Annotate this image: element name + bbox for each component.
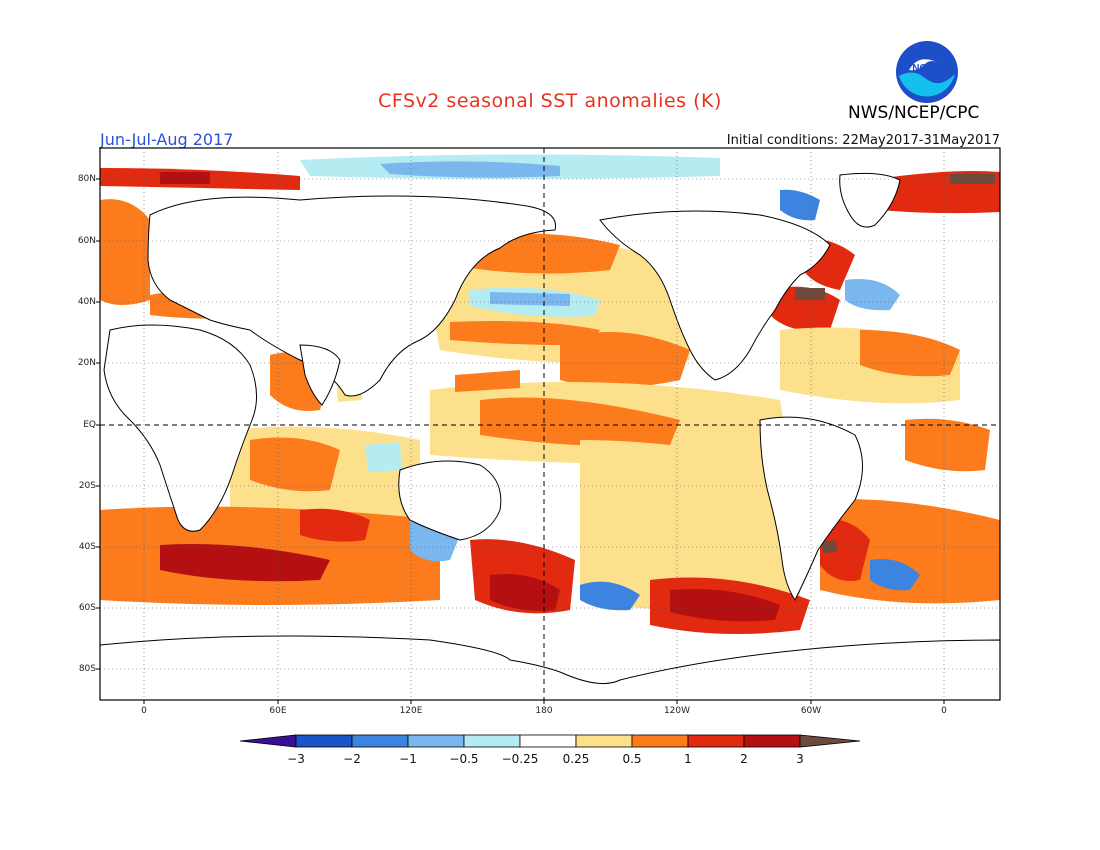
noaa-logo: NOAA: [896, 41, 958, 103]
np-warm-band: [450, 321, 600, 346]
ne-pacific-warm: [560, 332, 690, 388]
chart-title: CFSv2 seasonal SST anomalies (K): [378, 90, 722, 112]
logo-wave: [899, 72, 955, 97]
arctic-cold-core: [380, 161, 560, 178]
south-atlantic-cold: [870, 559, 920, 591]
south-pacific-mild: [580, 440, 800, 610]
colorbar-label-2: 2: [740, 752, 748, 766]
lat-tick-60n: 60N: [77, 236, 96, 246]
colorbar-label-minus-0-5: −0.5: [449, 752, 479, 766]
graticule: [100, 148, 1000, 700]
sw-atlantic-warm: [820, 499, 1000, 604]
eurasia-landmass: [147, 195, 557, 397]
brazil-extreme: [822, 540, 837, 553]
colorbar-label-minus-2: −2: [343, 752, 361, 766]
australia-landmass: [398, 460, 502, 541]
colorbar-label-3: 3: [796, 752, 804, 766]
colorbar-label-minus-0-25: −0.25: [501, 752, 539, 766]
hudson-cold: [780, 189, 820, 221]
tropical-pacific-warm: [480, 397, 680, 447]
colorbar-label-minus-1: −1: [399, 752, 417, 766]
initial-conditions: Initial conditions: 22May2017-31May2017: [726, 133, 1000, 148]
map-frame: [99, 147, 1001, 701]
brazil-malvinas-hot: [820, 519, 870, 581]
continent-outlines: [100, 172, 1000, 700]
south-indian-hot: [300, 508, 370, 542]
tropical-atlantic-warm: [905, 418, 990, 472]
indian-ocean-cold: [365, 442, 402, 472]
lon-tick-0: 0: [141, 706, 147, 716]
logo-text: NOAA: [912, 63, 941, 74]
colorbar-label-1: 1: [684, 752, 692, 766]
lon-tick-60w: 60W: [800, 706, 822, 716]
india-landmass: [299, 344, 341, 406]
lat-tick-60s: 60S: [78, 603, 96, 613]
anomaly-field: [100, 148, 1000, 700]
agulhas-hot: [160, 544, 330, 582]
lat-tick-40s: 40S: [78, 542, 96, 552]
south-pacific-cold: [580, 581, 640, 611]
axis-ticks: [96, 178, 945, 704]
antarctica-landmass: [100, 635, 1000, 700]
colorbar-label-0-5: 0.5: [622, 752, 642, 766]
lon-tick-0-east: 0: [941, 706, 947, 716]
agency-label: NWS/NCEP/CPC: [848, 103, 980, 123]
lon-tick-180: 180: [535, 706, 553, 716]
lat-tick-eq: EQ: [83, 420, 96, 430]
lat-tick-80s: 80S: [78, 664, 96, 674]
logo-bird-icon: [909, 59, 941, 71]
colorbar-label-0-25: 0.25: [562, 752, 590, 766]
north-atlantic-warm-2: [860, 330, 960, 377]
gulf-stream-extreme: [795, 288, 825, 300]
africa-landmass: [103, 324, 257, 532]
forecast-period: Jun-Jul-Aug 2017: [100, 130, 234, 149]
indian-ocean-warm: [250, 437, 340, 492]
amundsen-sea-core: [670, 589, 780, 622]
north-atlantic-cold: [845, 279, 900, 311]
lat-tick-40n: 40N: [77, 297, 96, 307]
tropical-pacific-west: [455, 370, 520, 392]
lon-tick-60e: 60E: [269, 706, 287, 716]
lat-tick-20s: 20S: [78, 481, 96, 491]
kuroshio-cold-core: [490, 292, 570, 306]
lat-tick-20n: 20N: [77, 358, 96, 368]
ne-atlantic-warm: [100, 199, 150, 305]
lon-tick-120w: 120W: [663, 706, 691, 716]
colorbar-label-minus-3: −3: [287, 752, 305, 766]
barents-hot: [160, 172, 210, 184]
north-america-landmass: [599, 210, 831, 381]
tasman-core: [490, 574, 560, 611]
lat-tick-80n: 80N: [77, 174, 96, 184]
greenland-landmass: [839, 172, 901, 228]
lon-tick-120e: 120E: [399, 706, 423, 716]
